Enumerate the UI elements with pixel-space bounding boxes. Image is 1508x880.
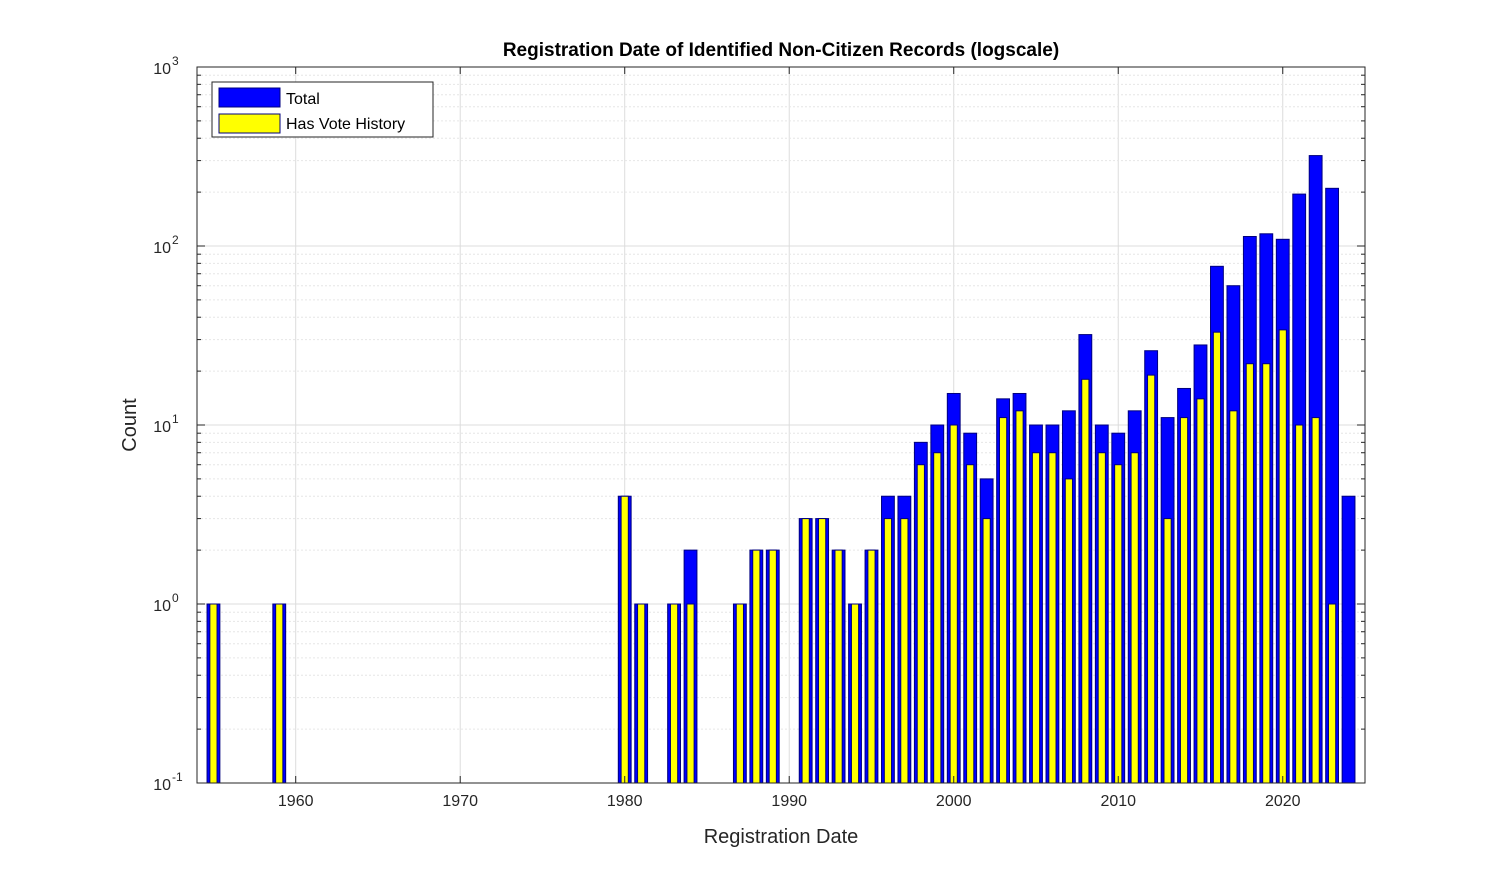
bar-vote-history xyxy=(275,603,284,784)
bar-vote-history xyxy=(1015,410,1024,784)
x-tick-labels: 1960 1970 1980 1990 2000 2010 2020 xyxy=(278,793,1301,810)
y-tick-label: 10 xyxy=(153,598,171,615)
x-tick-label: 1990 xyxy=(771,793,807,810)
bar-vote-history xyxy=(669,603,679,784)
bar-vote-history xyxy=(900,518,909,784)
bar-vote-history xyxy=(1262,363,1271,784)
bar-vote-history xyxy=(966,464,975,784)
bar-vote-history xyxy=(1114,464,1123,784)
legend-swatch-vote-history xyxy=(218,113,281,134)
y-axis-label: Count xyxy=(119,398,141,452)
chart-title: Registration Date of Identified Non-Citi… xyxy=(503,40,1059,61)
bar-vote-history xyxy=(768,549,777,784)
legend: Total Has Vote History xyxy=(211,81,434,138)
y-tick-exponent: -1 xyxy=(172,770,183,784)
bar-vote-history xyxy=(1229,410,1238,784)
x-tick-label: 1970 xyxy=(442,793,478,810)
bar-vote-history xyxy=(1097,452,1106,784)
bar-vote-history xyxy=(949,424,958,784)
bar-vote-history xyxy=(1245,363,1254,784)
bar-vote-history xyxy=(752,549,761,784)
x-tick-label: 1980 xyxy=(607,793,643,810)
bar-vote-history xyxy=(1328,603,1337,784)
legend-swatch-total xyxy=(218,87,281,108)
axis-ticks xyxy=(197,66,1365,784)
bar-vote-history xyxy=(686,603,695,784)
bar-vote-history xyxy=(620,495,629,784)
y-tick-label: 10 xyxy=(153,777,171,794)
bar-vote-history xyxy=(850,603,860,784)
bar-vote-history xyxy=(735,603,744,784)
y-tick-label: 10 xyxy=(153,419,171,436)
bar-vote-history xyxy=(1212,331,1222,784)
x-axis-label: Registration Date xyxy=(704,826,859,848)
x-tick-label: 2010 xyxy=(1100,793,1136,810)
bar-vote-history xyxy=(1311,417,1320,784)
bar-vote-history xyxy=(1163,518,1172,784)
bar-vote-history xyxy=(1278,329,1287,784)
x-tick-label: 1960 xyxy=(278,793,314,810)
bar-vote-history xyxy=(1295,424,1304,784)
bar-vote-history xyxy=(1196,398,1205,784)
bar-vote-history xyxy=(1147,374,1156,784)
bar-vote-history xyxy=(1081,378,1090,784)
bar-vote-history xyxy=(1031,452,1041,784)
bar-vote-history xyxy=(834,549,843,784)
y-tick-exponent: 1 xyxy=(172,412,179,426)
bar-vote-history xyxy=(637,603,646,784)
legend-label-vote-history: Has Vote History xyxy=(286,116,405,133)
x-tick-label: 2000 xyxy=(936,793,972,810)
bar-vote-history xyxy=(933,452,942,784)
y-tick-exponent: 3 xyxy=(172,54,179,68)
bar-vote-history xyxy=(883,518,893,784)
bar-vote-history xyxy=(867,549,876,784)
bar-vote-history xyxy=(982,518,991,784)
bar-vote-history xyxy=(1048,452,1057,784)
bar-vote-history xyxy=(916,464,925,784)
bar-vote-history xyxy=(801,518,810,784)
legend-label-total: Total xyxy=(286,91,320,108)
bar-vote-history xyxy=(209,603,218,784)
bar-total xyxy=(1341,495,1356,784)
y-tick-exponent: 0 xyxy=(172,591,179,605)
y-tick-exponent: 2 xyxy=(172,233,179,247)
x-tick-label: 2020 xyxy=(1265,793,1301,810)
bar-vote-history xyxy=(1130,452,1139,784)
y-tick-label: 10 xyxy=(153,61,171,78)
bar-vote-history xyxy=(1064,478,1073,784)
bar-vote-history xyxy=(1179,417,1189,784)
bar-vote-history xyxy=(818,518,827,784)
y-tick-label: 10 xyxy=(153,240,171,257)
bar-vote-history xyxy=(998,417,1008,784)
